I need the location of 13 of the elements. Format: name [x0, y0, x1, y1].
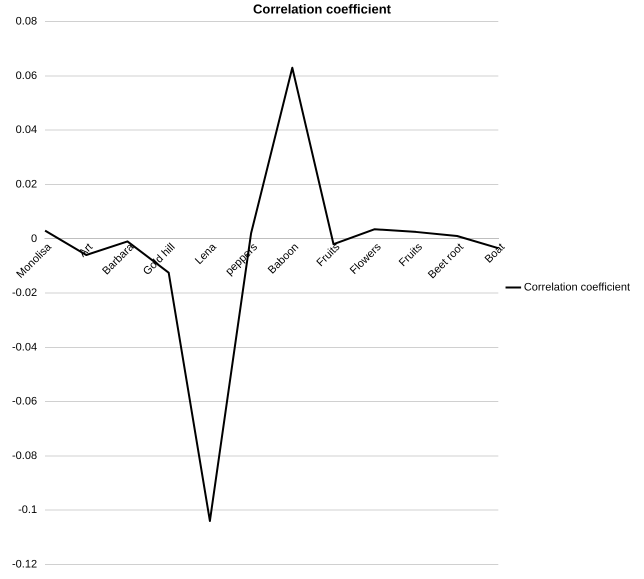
y-tick-label: 0	[30, 232, 38, 245]
y-tick-label: -0.12	[12, 558, 38, 570]
y-tick-label: -0.06	[12, 396, 38, 408]
y-tick-label: -0.08	[12, 450, 38, 462]
legend-label: Correlation coefficient	[524, 282, 630, 294]
y-tick-label: -0.04	[12, 341, 38, 354]
y-tick-label: 0.02	[16, 178, 38, 190]
y-tick-label: 0.06	[16, 70, 38, 82]
chart-title: Correlation coefficient	[253, 1, 392, 16]
y-tick-label: 0.08	[16, 16, 38, 28]
y-tick-label: 0.04	[16, 124, 38, 136]
y-tick-label: -0.02	[12, 287, 38, 300]
y-tick-label: -0.1	[18, 504, 38, 516]
